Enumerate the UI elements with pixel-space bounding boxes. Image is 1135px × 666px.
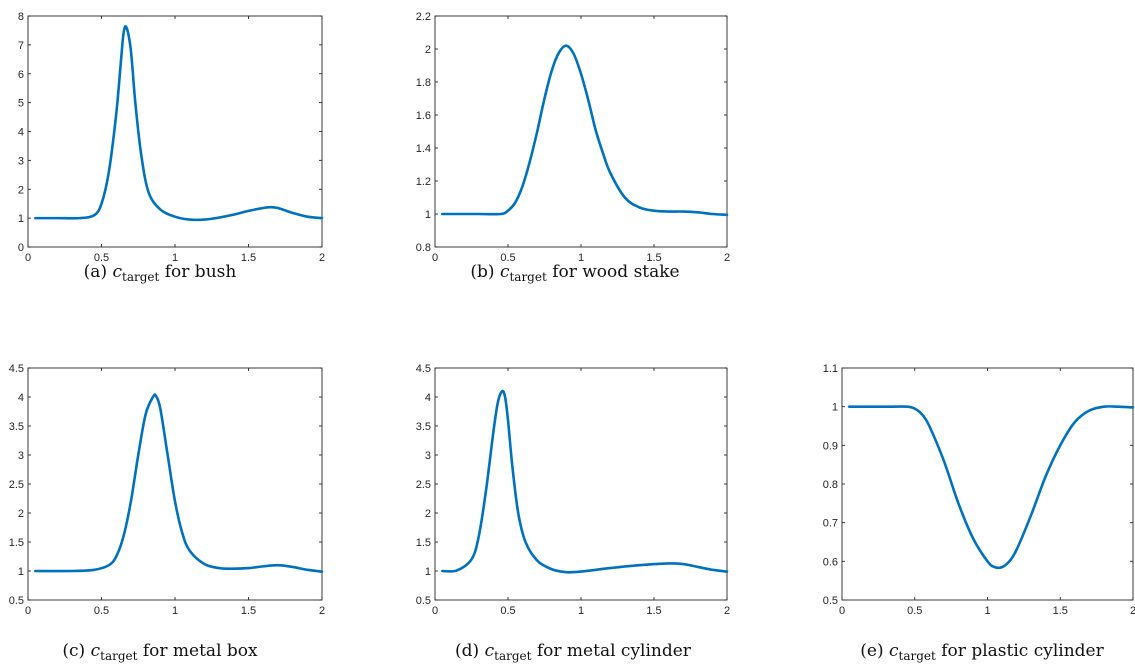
x-tick-label: 0 [432, 252, 438, 264]
plot-frame [27, 15, 323, 248]
x-tick-label: 0.5 [500, 252, 515, 264]
y-tick-label: 6 [18, 69, 24, 81]
y-tick-label: 2 [425, 508, 431, 520]
x-tick-label: 2 [724, 605, 730, 617]
y-tick-label: 1.5 [9, 537, 24, 549]
y-tick-label: 1 [425, 209, 431, 221]
y-ticks: 0.5 1 1.5 2 2.5 3 3.5 4 4.5 [9, 363, 322, 607]
y-tick-label: 1 [18, 213, 24, 225]
x-tick-label: 2 [724, 252, 730, 264]
x-ticks: 0 0.5 1 1.5 2 [432, 16, 730, 264]
x-tick-label: 2 [319, 605, 325, 617]
y-ticks: 0.5 0.6 0.7 0.8 0.9 1 1.1 [823, 363, 1133, 607]
series-line [441, 389, 729, 574]
x-ticks: 0 0.5 1 1.5 2 [839, 368, 1135, 617]
y-tick-label: 1.4 [416, 143, 431, 155]
x-tick-label: 0 [25, 605, 31, 617]
y-tick-label: 0.5 [416, 595, 431, 607]
y-tick-label: 8 [18, 11, 24, 23]
series-line [34, 25, 324, 222]
y-tick-label: 4.5 [9, 363, 24, 375]
y-tick-label: 7 [18, 40, 24, 52]
x-tick-label: 1 [984, 605, 990, 617]
y-tick-label: 4.5 [416, 363, 431, 375]
y-tick-label: 2.5 [416, 479, 431, 491]
y-tick-label: 0.9 [823, 440, 838, 452]
x-tick-label: 0.5 [94, 605, 109, 617]
x-tick-label: 0.5 [500, 605, 515, 617]
x-tick-label: 1.5 [1053, 605, 1068, 617]
chart-caption: (e) ctarget for plastic cylinder [860, 641, 1104, 665]
x-tick-label: 0.5 [907, 605, 922, 617]
x-ticks: 0 0.5 1 1.5 2 [25, 368, 325, 617]
x-tick-label: 2 [1130, 605, 1135, 617]
y-tick-label: 2.5 [9, 479, 24, 491]
chart-caption: (d) ctarget for metal cylinder [455, 641, 692, 665]
y-tick-label: 3.5 [416, 421, 431, 433]
y-tick-label: 0.6 [823, 556, 838, 568]
x-tick-label: 0 [432, 605, 438, 617]
x-tick-label: 1.5 [241, 252, 256, 264]
chart-caption: (a) ctarget for bush [84, 262, 237, 286]
x-tick-label: 1 [172, 252, 178, 264]
y-ticks: 0 1 2 3 4 5 6 7 8 [18, 11, 322, 254]
series-line [441, 44, 729, 217]
x-tick-label: 1.5 [241, 605, 256, 617]
y-tick-label: 4 [18, 127, 24, 139]
y-tick-label: 3.5 [9, 421, 24, 433]
x-tick-label: 0 [839, 605, 845, 617]
y-tick-label: 1.1 [823, 363, 838, 375]
plot-frame [841, 367, 1134, 601]
x-tick-label: 1 [172, 605, 178, 617]
x-tick-label: 1 [578, 252, 584, 264]
chart-panel-a: 0 0.5 1 1.5 2 0 1 2 3 4 5 6 7 8 (a) ctarget for bush [18, 11, 325, 286]
y-tick-label: 0.5 [823, 595, 838, 607]
y-tick-label: 4 [425, 392, 431, 404]
chart-caption: (b) ctarget for wood stake [470, 262, 679, 286]
y-tick-label: 0.7 [823, 518, 838, 530]
chart-panel-c: 0 0.5 1 1.5 2 0.511.522.533.544.5 (c) ctarge… [9, 363, 325, 665]
x-ticks: 0 0.5 1 1.5 2 [25, 16, 325, 264]
y-tick-label: 0.8 [416, 242, 431, 254]
y-tick-label: 0.5 [9, 595, 24, 607]
y-tick-label: 3 [425, 450, 431, 462]
y-tick-label: 2 [18, 184, 24, 196]
x-tick-label: 1.5 [646, 605, 661, 617]
x-tick-label: 0 [25, 252, 31, 264]
y-ticks: 0.8 1 1.2 1.4 1.6 1.8 2 2.2 [416, 11, 727, 254]
x-tick-label: 1.5 [646, 252, 661, 264]
chart-panel-e: 0 0.5 1 1.5 2 0.50.60.70.80.911.1 (e) ctarge… [823, 363, 1135, 665]
y-tick-label: 2 [425, 44, 431, 56]
y-tick-label: 1 [832, 402, 838, 414]
x-tick-label: 2 [319, 252, 325, 264]
y-tick-label: 2.2 [416, 11, 431, 23]
chart-caption: (c) ctarget for metal box [62, 641, 258, 665]
y-tick-label: 1 [425, 566, 431, 578]
x-tick-label: 0.5 [94, 252, 109, 264]
x-tick-label: 1 [578, 605, 584, 617]
series-line [34, 393, 324, 573]
chart-panel-b: 0 0.5 1 1.5 2 0.8 1 1.2 1.4 1.6 1.8 2 2.2 (b) ctarg… [416, 11, 730, 286]
chart-panel-d: 0 0.5 1 1.5 2 0.511.522.533.544.5 (d) ctarge… [416, 363, 730, 665]
y-tick-label: 1.2 [416, 176, 431, 188]
y-tick-label: 1.6 [416, 110, 431, 122]
series-line [847, 405, 1135, 570]
y-tick-label: 0 [18, 242, 24, 254]
y-tick-label: 0.8 [823, 479, 838, 491]
y-tick-label: 1.5 [416, 537, 431, 549]
y-tick-label: 3 [18, 155, 24, 167]
y-tick-label: 2 [18, 508, 24, 520]
y-tick-label: 4 [18, 392, 24, 404]
y-tick-label: 3 [18, 450, 24, 462]
x-ticks: 0 0.5 1 1.5 2 [432, 368, 730, 617]
y-tick-label: 1.8 [416, 77, 431, 89]
y-tick-label: 5 [18, 98, 24, 110]
y-ticks: 0.5 1 1.5 2 2.5 3 3.5 4 4.5 [416, 363, 727, 607]
y-tick-label: 1 [18, 566, 24, 578]
